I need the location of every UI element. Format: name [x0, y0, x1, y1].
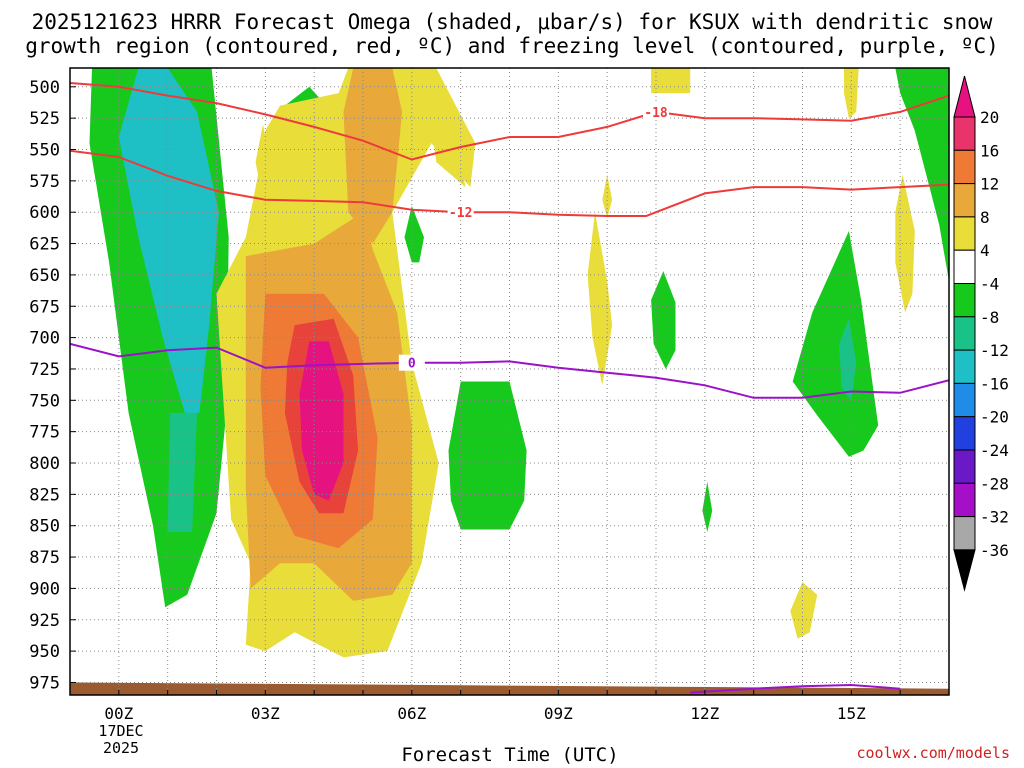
colorbar-label--12: -12	[980, 341, 1009, 360]
y-tick-label-875: 875	[29, 548, 60, 568]
omega-region-ascent-west-core-inner	[167, 412, 197, 532]
y-tick-label-700: 700	[29, 329, 60, 349]
colorbar-label--16: -16	[980, 374, 1009, 393]
y-tick-label-500: 500	[29, 78, 60, 98]
omega-region-sink-main-max	[299, 341, 344, 501]
y-tick-label-625: 625	[29, 235, 60, 255]
omega-region-sink-1500-top	[844, 68, 859, 119]
y-tick-label-900: 900	[29, 579, 60, 599]
init-date-day: 17DEC	[98, 722, 144, 740]
y-tick-label-800: 800	[29, 454, 60, 474]
omega-region-ascent-west-core	[118, 68, 219, 413]
omega-region-ascent-0730	[448, 381, 527, 530]
omega-region-sink-1400	[790, 582, 818, 639]
omega-region-sink-0730-tongue	[433, 143, 466, 188]
colorbar-label--28: -28	[980, 474, 1009, 493]
x-axis-label: Forecast Time (UTC)	[401, 744, 619, 766]
colorbar-top-arrow	[953, 75, 976, 118]
colorbar-swatch-12-to-16	[953, 149, 976, 185]
colorbar-label-16: 16	[980, 141, 999, 160]
colorbar-swatch-16-to-20	[953, 116, 976, 151]
omega-region-sink-1615	[895, 174, 915, 313]
y-tick-label-675: 675	[29, 297, 60, 317]
colorbar-swatch--8-to--4	[953, 283, 976, 318]
colorbar-label-4: 4	[980, 241, 990, 260]
x-tick-label-06Z: 06Z	[397, 704, 426, 723]
colorbar-label-8: 8	[980, 208, 990, 227]
colorbar-swatch--24-to--20	[953, 416, 976, 451]
y-tick-label-725: 725	[29, 360, 60, 380]
y-tick-label-775: 775	[29, 423, 60, 443]
x-tick-label-12Z: 12Z	[690, 704, 719, 723]
freezing-level-line	[70, 342, 949, 399]
y-tick-label-575: 575	[29, 172, 60, 192]
colorbar-label--32: -32	[980, 508, 1009, 527]
credit-link[interactable]: coolwx.com/models	[856, 744, 1010, 762]
colorbar-label--24: -24	[980, 441, 1009, 460]
freezing-level-label: 0	[408, 357, 416, 372]
y-tick-label-825: 825	[29, 485, 60, 505]
y-tick-label-925: 925	[29, 611, 60, 631]
colorbar-swatch--32-to--28	[953, 482, 976, 518]
x-tick-label-00Z: 00Z	[104, 704, 133, 723]
x-tick-label-03Z: 03Z	[251, 704, 280, 723]
y-tick-label-550: 550	[29, 141, 60, 161]
colorbar-swatch--36-to--32	[953, 516, 976, 551]
colorbar-label-20: 20	[980, 108, 999, 127]
y-tick-label-950: 950	[29, 642, 60, 662]
x-tick-label-09Z: 09Z	[544, 704, 573, 723]
dgz-isotherm--12	[70, 149, 949, 217]
colorbar-label--8: -8	[980, 308, 999, 327]
colorbar-label--4: -4	[980, 275, 999, 294]
colorbar-label--36: -36	[980, 541, 1009, 560]
colorbar-swatch--12-to--8	[953, 316, 976, 351]
colorbar-swatch--20-to--16	[953, 382, 976, 418]
y-tick-label-850: 850	[29, 517, 60, 537]
colorbar-swatch-8-to-12	[953, 183, 976, 218]
y-tick-label-525: 525	[29, 109, 60, 129]
init-date-year: 2025	[102, 739, 140, 757]
omega-region-sink-03z-thin	[255, 124, 271, 188]
omega-region-ascent-northeast	[895, 68, 949, 282]
y-tick-label-750: 750	[29, 391, 60, 411]
isotherm-label--12-bg	[447, 204, 474, 221]
omega-region-sink-0900-top	[651, 68, 691, 94]
colorbar-swatch-4-to-8	[953, 216, 976, 251]
isotherm-label--12: -12	[449, 206, 472, 221]
omega-region-ascent-1200	[702, 481, 713, 532]
colorbar-bottom-arrow	[953, 549, 976, 592]
omega-region-ascent-0630	[404, 205, 424, 263]
y-tick-label-600: 600	[29, 203, 60, 223]
freezing-level-label-bg	[398, 354, 425, 371]
chart-title-line-2: growth region (contoured, red, ºC) and f…	[25, 34, 999, 58]
colorbar-swatch--4-to-4	[953, 249, 976, 284]
colorbar-swatch--16-to--12	[953, 349, 976, 384]
freezing-level-low-line	[690, 683, 901, 694]
plot-area: -18 -12 0	[70, 68, 949, 695]
isotherm-label--18: -18	[644, 106, 668, 121]
omega-region-sink-upper-mid	[343, 68, 403, 244]
colorbar-label-12: 12	[980, 175, 999, 194]
omega-region-sink-1000	[587, 212, 613, 386]
chart-title-line-1: 2025121623 HRRR Forecast Omega (shaded, …	[31, 10, 993, 34]
isotherm-label--18-bg	[643, 103, 669, 120]
colorbar-label--20: -20	[980, 408, 1009, 427]
y-tick-label-650: 650	[29, 266, 60, 286]
omega-region-ascent-1100	[651, 271, 676, 369]
omega-region-ascent-1500-core	[839, 318, 857, 401]
colorbar-swatch--28-to--24	[953, 449, 976, 484]
x-tick-label-15Z: 15Z	[837, 704, 866, 723]
dgz-isotherm--18	[70, 82, 949, 161]
y-tick-label-975: 975	[29, 673, 60, 693]
